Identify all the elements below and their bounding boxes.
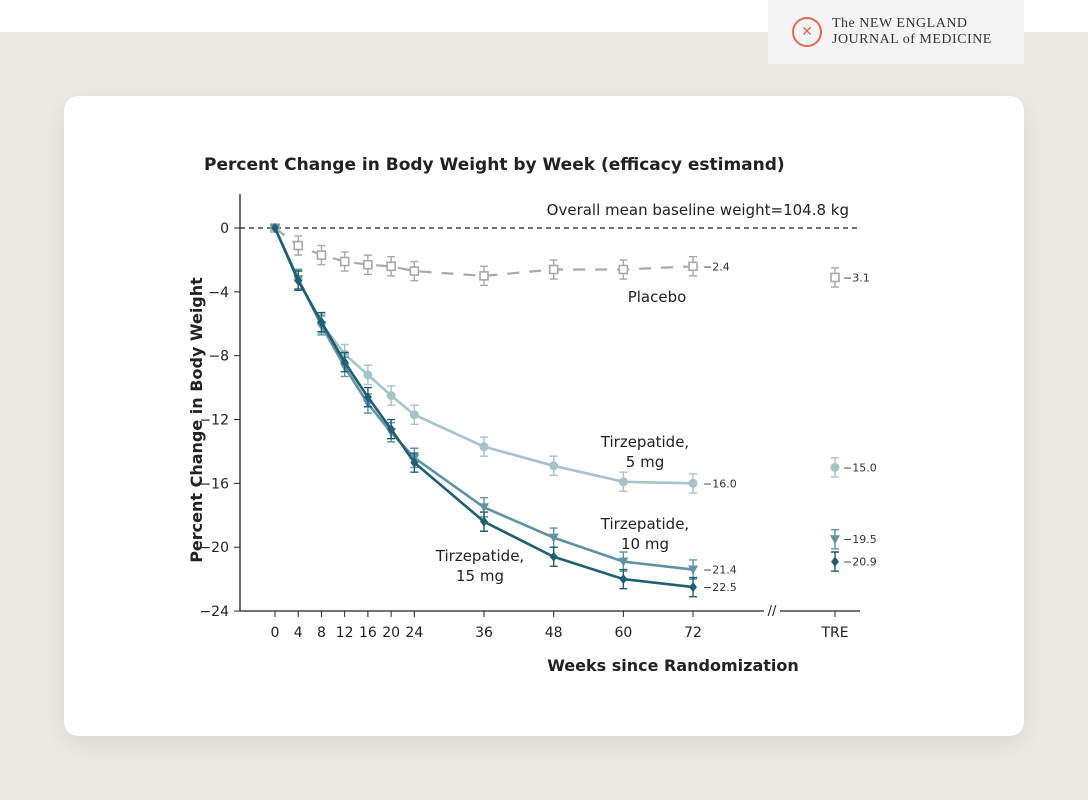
data-point-placebo bbox=[339, 256, 350, 267]
y-tick-label: −16 bbox=[199, 476, 229, 492]
data-point-tirzepatide-10-mg bbox=[618, 557, 629, 567]
series-label-placebo: Placebo bbox=[628, 288, 687, 306]
y-axis-label: Percent Change in Body Weight bbox=[187, 277, 206, 563]
data-point-tirzepatide-10-mg bbox=[479, 503, 490, 513]
end-value-label-placebo: −2.4 bbox=[703, 260, 730, 273]
nejm-logo[interactable]: ✕ The NEW ENGLAND JOURNAL of MEDICINE bbox=[768, 0, 1024, 64]
data-point-tirzepatide-15-mg bbox=[410, 457, 419, 468]
tre-value-label-placebo: −3.1 bbox=[843, 271, 870, 284]
data-point-tirzepatide-15-mg bbox=[363, 392, 372, 403]
y-tick-label: −24 bbox=[199, 604, 229, 620]
data-point-placebo bbox=[316, 250, 327, 260]
data-point-placebo bbox=[293, 240, 304, 251]
data-point-placebo bbox=[386, 261, 396, 272]
data-point-tirzepatide-5-mg bbox=[618, 477, 628, 487]
data-point-tirzepatide-15-mg bbox=[619, 574, 628, 585]
data-point-placebo bbox=[548, 264, 559, 275]
data-point-tirzepatide-10-mg bbox=[688, 565, 699, 575]
data-point-tirzepatide-5-mg bbox=[688, 478, 698, 488]
series-label-tirzepatide-5-mg: 5 mg bbox=[626, 453, 664, 471]
tre-point-tirzepatide-5-mg bbox=[830, 462, 840, 472]
data-point-placebo bbox=[479, 271, 489, 281]
y-tick-label: −20 bbox=[199, 540, 229, 556]
tre-value-label-tirzepatide-5-mg: −15.0 bbox=[843, 461, 877, 474]
data-point-placebo bbox=[363, 259, 373, 270]
end-value-label-tirzepatide-15-mg: −22.5 bbox=[703, 581, 737, 594]
x-tick-label: 48 bbox=[545, 625, 563, 641]
series-line-placebo bbox=[274, 227, 694, 277]
x-tick-label: 20 bbox=[382, 625, 400, 641]
data-point-tirzepatide-15-mg bbox=[549, 551, 558, 562]
end-value-label-tirzepatide-10-mg: −21.4 bbox=[703, 564, 737, 577]
tre-point-tirzepatide-15-mg bbox=[831, 556, 839, 567]
data-point-placebo bbox=[688, 261, 698, 272]
baseline-annotation: Overall mean baseline weight=104.8 kg bbox=[547, 201, 849, 219]
series-label-tirzepatide-5-mg: Tirzepatide, bbox=[600, 433, 689, 451]
x-tick-label: 16 bbox=[359, 625, 377, 641]
data-point-tirzepatide-5-mg bbox=[409, 410, 419, 420]
logo-line2: JOURNAL of MEDICINE bbox=[832, 32, 992, 47]
data-point-tirzepatide-10-mg bbox=[548, 533, 559, 543]
data-point-tirzepatide-15-mg bbox=[340, 357, 349, 368]
data-point-tirzepatide-15-mg bbox=[294, 275, 303, 286]
data-point-tirzepatide-15-mg bbox=[387, 424, 396, 435]
series-label-tirzepatide-15-mg: Tirzepatide, bbox=[435, 547, 524, 565]
x-tick-label: 4 bbox=[294, 625, 303, 641]
x-tick-label: 36 bbox=[475, 625, 493, 641]
x-tick-label-tre: TRE bbox=[820, 625, 848, 641]
data-point-tirzepatide-5-mg bbox=[386, 391, 396, 401]
x-tick-label: 12 bbox=[336, 625, 354, 641]
series-label-tirzepatide-15-mg: 15 mg bbox=[456, 567, 504, 585]
tre-value-label-tirzepatide-15-mg: −20.9 bbox=[843, 556, 877, 569]
y-tick-label: −12 bbox=[199, 413, 229, 429]
x-tick-label: 24 bbox=[405, 625, 423, 641]
nejm-seal-icon: ✕ bbox=[792, 17, 822, 47]
end-value-label-tirzepatide-5-mg: −16.0 bbox=[703, 477, 737, 490]
data-point-placebo bbox=[409, 266, 420, 276]
chart-title: Percent Change in Body Weight by Week (e… bbox=[204, 155, 785, 175]
y-tick-label: 0 bbox=[220, 221, 229, 237]
data-point-placebo bbox=[618, 264, 629, 275]
data-point-tirzepatide-15-mg bbox=[317, 317, 326, 328]
x-tick-label: 8 bbox=[317, 625, 326, 641]
data-point-tirzepatide-5-mg bbox=[363, 370, 373, 380]
chart: Percent Change in Body Weight by Week (e… bbox=[187, 155, 877, 675]
data-point-tirzepatide-15-mg bbox=[689, 582, 698, 593]
tre-value-label-tirzepatide-10-mg: −19.5 bbox=[843, 533, 877, 546]
series-label-tirzepatide-10-mg: 10 mg bbox=[621, 535, 669, 553]
data-point-tirzepatide-15-mg bbox=[271, 223, 279, 233]
x-tick-label: 0 bbox=[271, 625, 280, 641]
series-label-tirzepatide-10-mg: Tirzepatide, bbox=[600, 515, 689, 533]
y-tick-label: −4 bbox=[208, 285, 229, 301]
x-tick-label: 72 bbox=[684, 625, 702, 641]
data-point-tirzepatide-15-mg bbox=[480, 516, 489, 527]
data-point-tirzepatide-5-mg bbox=[479, 442, 489, 452]
logo-line1: The NEW ENGLAND bbox=[832, 16, 968, 31]
x-axis-label: Weeks since Randomization bbox=[547, 656, 799, 675]
chart-card: Percent Change in Body Weight by Week (e… bbox=[64, 96, 1024, 736]
x-tick-label: 60 bbox=[614, 625, 632, 641]
y-tick-label: −8 bbox=[208, 349, 229, 365]
data-point-tirzepatide-5-mg bbox=[549, 461, 559, 471]
tre-point-placebo bbox=[830, 272, 840, 283]
tre-point-tirzepatide-10-mg bbox=[830, 535, 840, 545]
axis-break-mark: // bbox=[768, 604, 777, 619]
